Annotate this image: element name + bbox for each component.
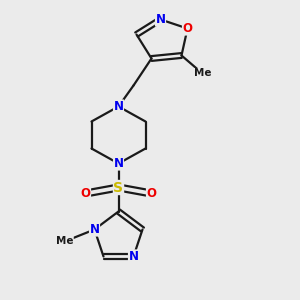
- Text: Me: Me: [56, 236, 73, 247]
- Text: O: O: [146, 187, 157, 200]
- Text: O: O: [182, 22, 193, 35]
- Text: N: N: [128, 250, 139, 263]
- Text: O: O: [80, 187, 91, 200]
- Text: N: N: [113, 157, 124, 170]
- Text: S: S: [113, 181, 124, 194]
- Text: Me: Me: [194, 68, 211, 79]
- Text: N: N: [89, 223, 100, 236]
- Text: N: N: [155, 13, 166, 26]
- Text: N: N: [113, 100, 124, 113]
